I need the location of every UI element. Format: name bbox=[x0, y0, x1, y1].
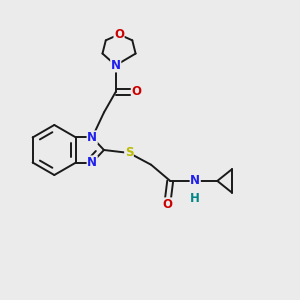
Text: H: H bbox=[190, 192, 200, 205]
Text: N: N bbox=[190, 174, 200, 188]
Text: S: S bbox=[125, 146, 133, 159]
Text: O: O bbox=[114, 28, 124, 41]
Text: O: O bbox=[131, 85, 141, 98]
Text: O: O bbox=[162, 198, 172, 211]
Text: N: N bbox=[87, 156, 97, 169]
Text: N: N bbox=[111, 59, 121, 72]
Text: N: N bbox=[87, 131, 97, 144]
